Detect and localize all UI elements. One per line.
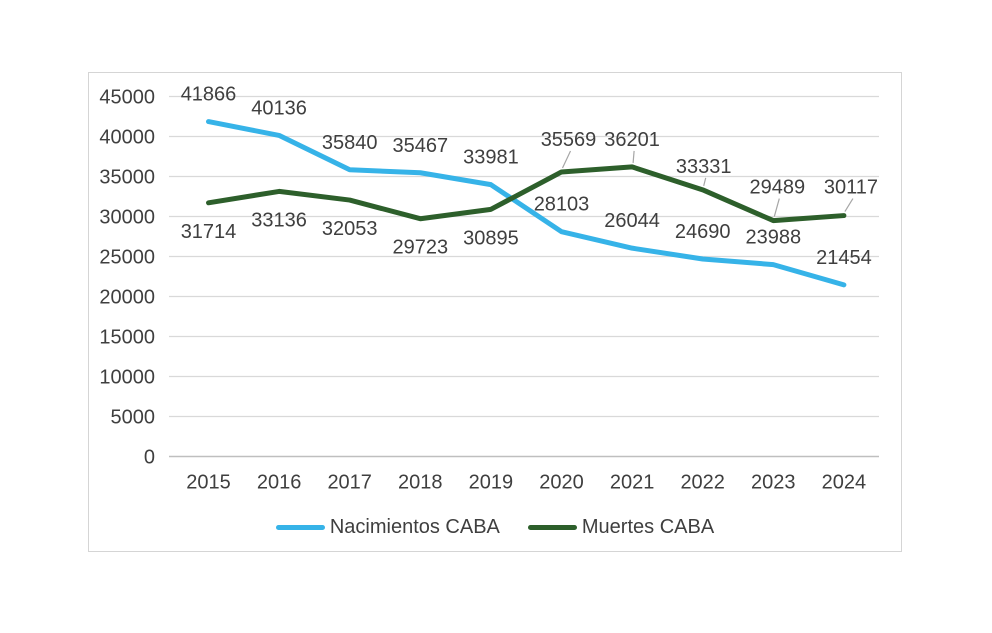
- legend-item-nacimientos-caba: Nacimientos CABA: [275, 516, 500, 539]
- x-tick-label: 2023: [751, 472, 796, 494]
- data-label-leader-line: [773, 198, 780, 217]
- data-label: 29723: [392, 237, 448, 259]
- data-label-leader-line: [632, 150, 635, 163]
- data-label: 35569: [541, 129, 597, 151]
- data-label: 33136: [251, 209, 307, 231]
- line-chart-plot: 0 5000 10000 15000 20000 25000 30000 35000 40000…: [99, 84, 879, 494]
- y-tick-label: 10000: [99, 367, 155, 389]
- data-label: 28103: [534, 194, 590, 216]
- x-tick-label: 2018: [398, 472, 443, 494]
- chart-frame: 0 5000 10000 15000 20000 25000 30000 35000 40000…: [88, 72, 902, 552]
- data-label: 33331: [676, 156, 732, 178]
- legend-line-swatch-nacimientos-caba: [275, 524, 325, 531]
- data-label: 41866: [181, 84, 237, 106]
- y-tick-label: 40000: [99, 127, 155, 149]
- data-label: 24690: [675, 221, 731, 243]
- y-tick-label: 5000: [111, 407, 156, 429]
- x-tick-label: 2024: [822, 472, 867, 494]
- data-label: 35840: [322, 132, 378, 154]
- data-label: 30117: [824, 177, 878, 199]
- y-tick-label: 20000: [99, 287, 155, 309]
- y-tick-label: 35000: [99, 167, 155, 189]
- x-tick-label: 2017: [327, 472, 372, 494]
- chart-legend: Nacimientos CABA Muertes CABA: [89, 516, 901, 539]
- data-label: 23988: [745, 227, 801, 249]
- data-label: 29489: [749, 177, 805, 199]
- series-line-nacimientos-caba: [206, 119, 847, 288]
- data-label: 21454: [816, 247, 872, 269]
- data-label: 36201: [604, 129, 660, 151]
- data-label: 40136: [251, 97, 307, 119]
- legend-item-muertes-caba: Muertes CABA: [527, 516, 715, 539]
- y-tick-label: 45000: [99, 87, 155, 109]
- data-label-leader-line: [561, 150, 572, 169]
- data-label: 30895: [463, 227, 519, 249]
- data-label: 26044: [604, 210, 660, 232]
- data-label: 35467: [392, 135, 448, 157]
- data-label: 33981: [463, 147, 519, 169]
- x-tick-label: 2022: [680, 472, 725, 494]
- x-tick-label: 2016: [257, 472, 302, 494]
- x-tick-label: 2020: [539, 472, 584, 494]
- series-line-muertes-caba: [206, 164, 847, 224]
- y-tick-label: 30000: [99, 207, 155, 229]
- data-label-leader-line: [703, 177, 707, 186]
- data-label: 31714: [181, 221, 237, 243]
- legend-line-swatch-muertes-caba: [527, 524, 577, 531]
- y-tick-label: 15000: [99, 327, 155, 349]
- y-tick-label: 0: [144, 447, 155, 469]
- data-label-leader-line: [844, 198, 854, 212]
- x-tick-label: 2021: [610, 472, 655, 494]
- data-label: 32053: [322, 218, 378, 240]
- x-tick-label: 2019: [469, 472, 514, 494]
- legend-label-nacimientos-caba: Nacimientos CABA: [329, 516, 500, 538]
- x-tick-label: 2015: [186, 472, 231, 494]
- y-tick-label: 25000: [99, 247, 155, 269]
- legend-label-muertes-caba: Muertes CABA: [581, 516, 715, 538]
